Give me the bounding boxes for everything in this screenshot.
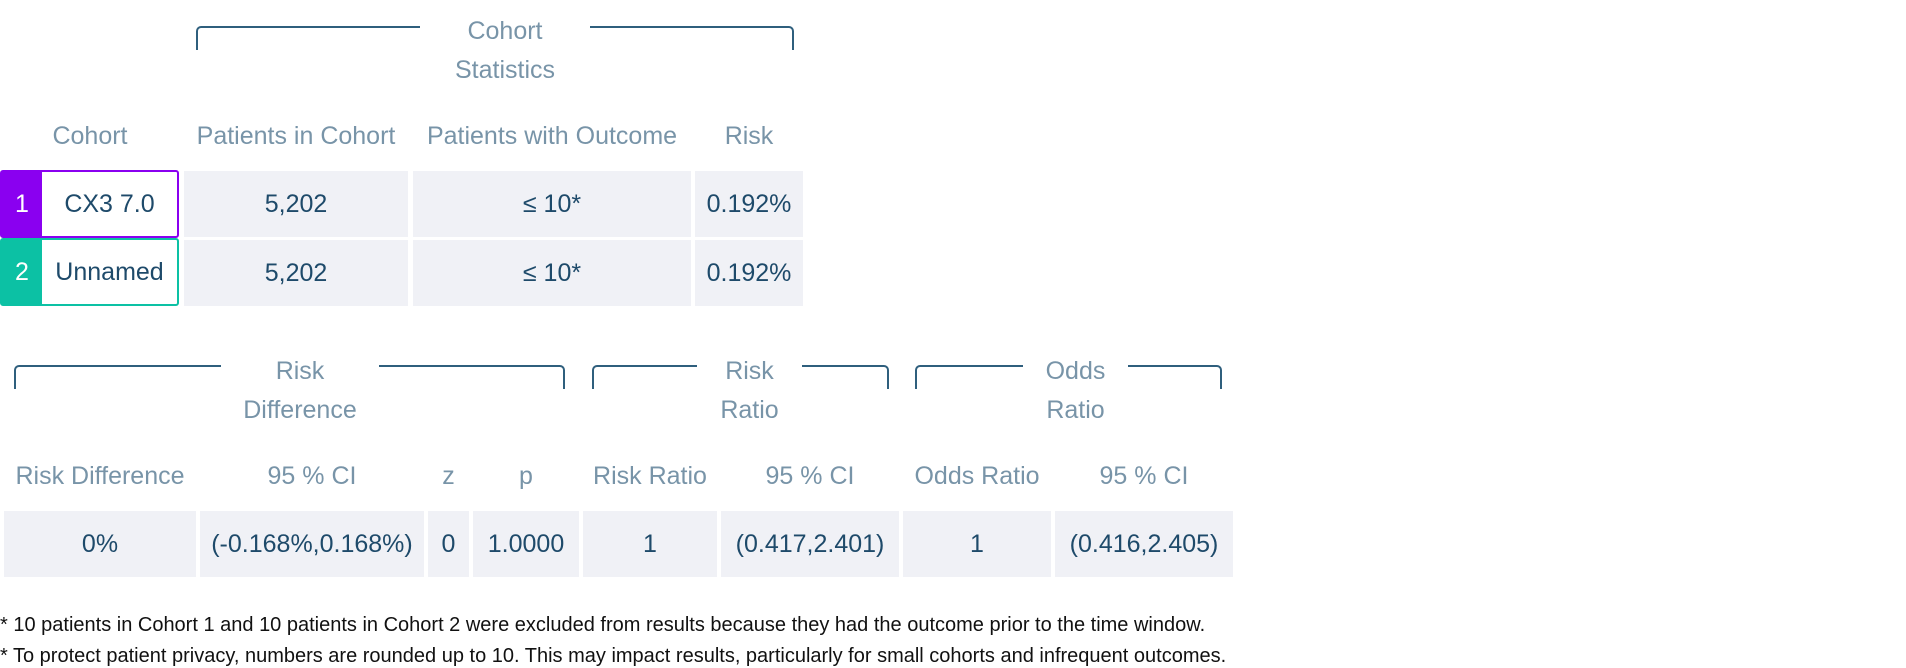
header-z: z xyxy=(442,462,455,490)
value-or-ci: (0.416,2.405) xyxy=(1055,511,1233,577)
risk-difference-group-title: Risk Difference xyxy=(221,352,379,430)
cohort-1-number: 1 xyxy=(2,172,42,236)
value-p: 1.0000 xyxy=(473,511,579,577)
cohort-1-patients: 5,202 xyxy=(184,171,408,237)
cohort-1-risk: 0.192% xyxy=(695,171,803,237)
odds-ratio-group-title: Odds Ratio xyxy=(1023,352,1128,430)
header-risk: Risk xyxy=(724,122,774,150)
cohort-2-label[interactable]: 2 Unnamed xyxy=(0,238,179,306)
value-risk-ratio: 1 xyxy=(583,511,717,577)
value-rr-ci: (0.417,2.401) xyxy=(721,511,899,577)
risk-ratio-group-title: Risk Ratio xyxy=(697,352,802,430)
header-odds-ratio: Odds Ratio xyxy=(914,462,1040,490)
header-patients-with-outcome: Patients with Outcome xyxy=(426,122,678,150)
footnote-privacy: * To protect patient privacy, numbers ar… xyxy=(0,645,1227,667)
header-risk-difference: Risk Difference xyxy=(15,462,185,490)
header-rd-ci: 95 % CI xyxy=(267,462,357,490)
header-cohort: Cohort xyxy=(52,122,128,150)
value-odds-ratio: 1 xyxy=(903,511,1051,577)
value-z: 0 xyxy=(428,511,469,577)
cohort-statistics-group-title: Cohort Statistics xyxy=(420,12,590,90)
footnote-excluded: * 10 patients in Cohort 1 and 10 patient… xyxy=(0,614,1206,636)
header-or-ci: 95 % CI xyxy=(1099,462,1189,490)
cohort-2-risk: 0.192% xyxy=(695,240,803,306)
cohort-1-label[interactable]: 1 CX3 7.0 xyxy=(0,170,179,238)
cohort-1-outcome: ≤ 10* xyxy=(413,171,691,237)
cohort-1-name: CX3 7.0 xyxy=(64,189,155,218)
header-patients-in-cohort: Patients in Cohort xyxy=(196,122,396,150)
cohort-2-name: Unnamed xyxy=(55,257,164,286)
cohort-2-outcome: ≤ 10* xyxy=(413,240,691,306)
header-rr-ci: 95 % CI xyxy=(765,462,855,490)
header-p: p xyxy=(519,462,533,490)
header-risk-ratio: Risk Ratio xyxy=(593,462,707,490)
value-risk-difference: 0% xyxy=(4,511,196,577)
cohort-2-number: 2 xyxy=(2,240,42,304)
value-rd-ci: (-0.168%,0.168%) xyxy=(200,511,424,577)
cohort-2-patients: 5,202 xyxy=(184,240,408,306)
